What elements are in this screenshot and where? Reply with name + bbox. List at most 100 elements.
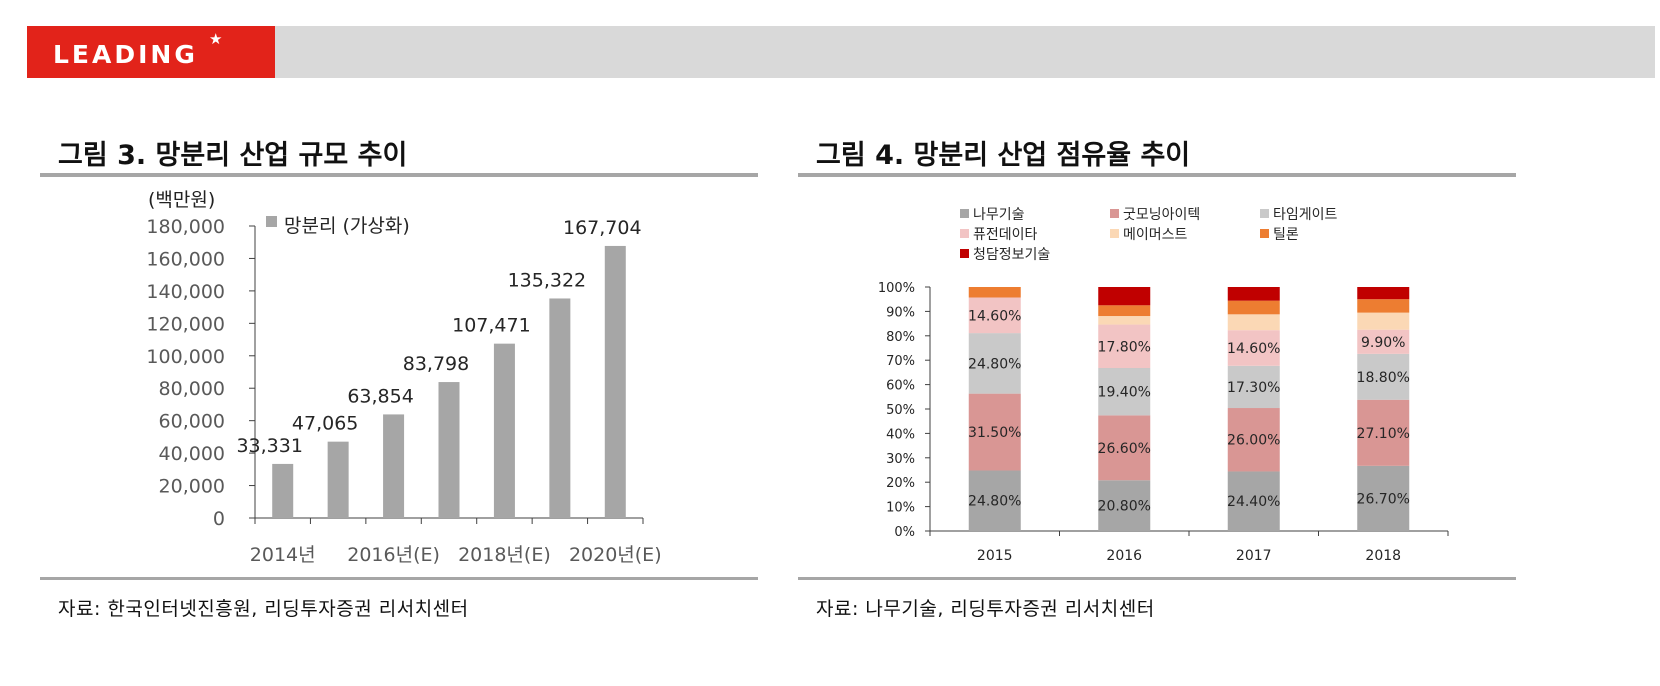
legend-label: 틸론 [1273,227,1299,243]
y-tick-label: 20,000 [159,476,225,498]
stacked-bar-segment [1227,471,1280,531]
data-label: 19.40% [1098,385,1151,401]
stacked-bar-segment [1357,329,1410,354]
stacked-bar-segment [1227,408,1280,472]
data-label: 24.40% [1227,494,1280,510]
stacked-bar-segment [1098,316,1151,325]
figure3-bottom-rule [40,577,758,580]
y-tick-label: 0% [894,525,915,540]
figure3-bar-chart: (백만원) 0 20,000 40,000 60,000 80,000 100,000 120… [146,189,662,566]
data-label: 26.60% [1098,441,1151,457]
bar [549,298,571,518]
stacked-bar-segment [1357,465,1410,531]
y-unit-label: (백만원) [148,189,215,211]
legend-label: 나무기술 [973,207,1025,223]
x-tick-label: 2016 [1106,548,1142,564]
data-label: 33,331 [236,435,302,457]
data-label: 18.80% [1357,370,1410,386]
header-bar [27,26,1655,78]
data-label: 24.80% [968,356,1021,372]
data-label: 20.80% [1098,499,1151,515]
figure4-source: 자료: 나무기술, 리딩투자증권 리서치센터 [816,598,1155,620]
y-tick-label: 160,000 [146,248,225,270]
legend-label: 굿모닝아이텍 [1123,207,1200,223]
bar [272,463,294,518]
stacked-bar-segment [1227,314,1280,331]
bar [604,245,626,518]
data-label: 24.80% [968,494,1021,510]
data-label: 14.60% [968,308,1021,324]
figure3-top-rule [40,173,758,177]
logo-text: LEADING [53,40,198,69]
bar [438,382,460,518]
y-tick-label: 60,000 [159,411,225,433]
stacked-bar-segment [1098,368,1151,416]
stacked-bar-segment [1357,299,1410,313]
y-tick-label: 180,000 [146,216,225,238]
data-label: 9.90% [1361,335,1405,351]
data-label: 63,854 [347,385,413,407]
data-label: 17.30% [1227,380,1280,396]
stacked-bar-segment [1227,330,1280,366]
stacked-bar-segment [968,297,1021,334]
legend-swatch [1260,229,1269,238]
data-label: 107,471 [452,315,531,337]
data-label: 83,798 [403,353,469,375]
y-tick-label: 70% [886,354,915,369]
legend-swatch [960,229,969,238]
y-tick-label: 100% [878,281,915,296]
bar [493,343,515,518]
data-label: 47,065 [292,413,358,435]
legend-swatch [1110,209,1119,218]
bar [383,414,405,518]
stacked-bar-segment [1098,480,1151,531]
y-tick-label: 120,000 [146,313,225,335]
y-tick-label: 0 [213,508,225,530]
logo-star-icon: ★ [209,30,223,48]
bar [327,441,349,518]
data-label: 31.50% [968,425,1021,441]
stacked-bar-segment [968,287,1021,298]
legend-swatch [1110,229,1119,238]
data-label: 26.70% [1357,491,1410,507]
legend-swatch [960,209,969,218]
y-tick-label: 20% [886,476,915,491]
brand-logo: LEADING ★ [27,26,275,78]
stacked-bar-segment [1098,287,1151,306]
stacked-bar-segment [968,333,1021,394]
stacked-bar-segment [1227,300,1280,315]
stacked-bar-segment [1357,353,1410,400]
figure4-top-rule [798,173,1516,177]
stacked-bar-segment [1227,365,1280,409]
figure3-title: 그림 3. 망분리 산업 규모 추이 [58,140,408,171]
stacked-bar-segment [1098,324,1151,369]
y-tick-label: 80,000 [159,378,225,400]
y-tick-label: 40,000 [159,443,225,465]
y-tick-label: 90% [886,305,915,320]
y-tick-label: 50% [886,403,915,418]
figure4-title: 그림 4. 망분리 산업 점유율 추이 [816,140,1191,171]
legend-swatch [960,249,969,258]
data-label: 135,322 [508,269,587,291]
x-tick-label: 2018 [1365,548,1401,564]
x-tick-label: 2020년(E) [569,544,662,566]
y-tick-label: 30% [886,452,915,467]
y-tick-label: 80% [886,330,915,345]
stacked-bar-segment [968,393,1021,471]
data-label: 17.80% [1098,339,1151,355]
stacked-bar-segment [1357,287,1410,300]
figure4-bottom-rule [798,577,1516,580]
legend-swatch [1260,209,1269,218]
data-label: 26.00% [1227,433,1280,449]
x-tick-label: 2017 [1236,548,1272,564]
stacked-bar-segment [1227,287,1280,301]
x-tick-label: 2015 [977,548,1013,564]
legend-swatch [266,216,277,227]
stacked-bar-segment [1357,399,1410,466]
legend-label: 메이머스트 [1123,227,1188,243]
data-label: 14.60% [1227,341,1280,357]
legend-label: 타임게이트 [1273,207,1338,223]
stacked-bar-segment [968,470,1021,531]
y-tick-label: 40% [886,427,915,442]
